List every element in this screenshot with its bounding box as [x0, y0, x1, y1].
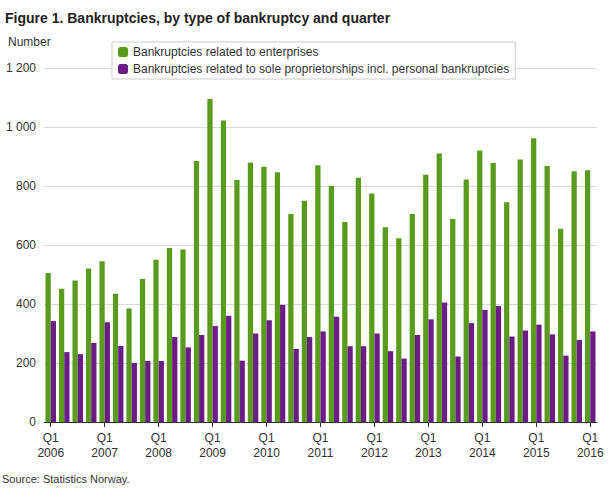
- svg-text:400: 400: [16, 297, 36, 311]
- svg-text:0: 0: [29, 415, 36, 429]
- svg-text:2010: 2010: [253, 446, 280, 460]
- svg-text:Q1: Q1: [97, 431, 113, 445]
- svg-text:Q1: Q1: [474, 431, 490, 445]
- svg-text:2013: 2013: [415, 446, 442, 460]
- svg-text:Q1: Q1: [259, 431, 275, 445]
- svg-text:2009: 2009: [199, 446, 226, 460]
- svg-text:Q1: Q1: [205, 431, 221, 445]
- svg-text:2006: 2006: [37, 446, 64, 460]
- svg-text:1 000: 1 000: [6, 120, 36, 134]
- svg-text:Number: Number: [8, 35, 51, 49]
- svg-text:2007: 2007: [91, 446, 118, 460]
- svg-text:Q1: Q1: [366, 431, 382, 445]
- svg-text:2011: 2011: [308, 446, 334, 460]
- svg-text:Q1: Q1: [582, 431, 598, 445]
- svg-text:1 200: 1 200: [6, 61, 36, 75]
- svg-text:800: 800: [16, 179, 36, 193]
- svg-text:Q1: Q1: [420, 431, 436, 445]
- svg-text:Q1: Q1: [528, 431, 544, 445]
- svg-text:2014: 2014: [469, 446, 496, 460]
- svg-text:Bankruptcies related to enterp: Bankruptcies related to enterprises: [133, 45, 318, 59]
- svg-text:Bankruptcies related to sole p: Bankruptcies related to sole proprietors…: [133, 62, 509, 76]
- svg-text:Q1: Q1: [151, 431, 167, 445]
- svg-text:2008: 2008: [145, 446, 172, 460]
- svg-text:Figure 1. Bankruptcies, by typ: Figure 1. Bankruptcies, by type of bankr…: [5, 10, 391, 26]
- svg-text:2012: 2012: [361, 446, 388, 460]
- svg-text:Q1: Q1: [312, 431, 328, 445]
- svg-text:200: 200: [16, 356, 36, 370]
- svg-text:600: 600: [16, 238, 36, 252]
- svg-text:2016: 2016: [577, 446, 604, 460]
- svg-text:Q1: Q1: [43, 431, 59, 445]
- svg-text:2015: 2015: [523, 446, 550, 460]
- svg-text:Source: Statistics Norway.: Source: Statistics Norway.: [2, 473, 130, 485]
